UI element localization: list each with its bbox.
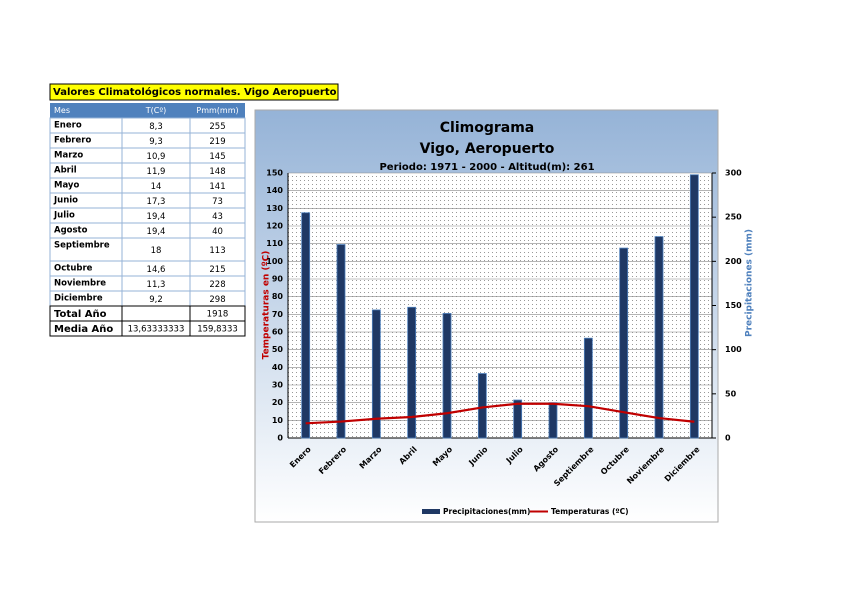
table-cell-text: 17,3	[147, 197, 166, 207]
table-cell-text: 228	[209, 280, 225, 290]
bar	[583, 337, 593, 439]
header-cell: T(Cº)	[145, 106, 166, 115]
bar	[513, 399, 523, 439]
y-tick-label: 0	[277, 434, 283, 443]
y2-tick-label: 200	[725, 257, 742, 266]
bar	[442, 313, 452, 439]
plot-area	[288, 173, 712, 438]
table-cell-text: 298	[209, 295, 225, 305]
y2-tick-label: 100	[725, 345, 742, 354]
table-cell-text: 18	[151, 246, 162, 256]
table-cell-text: Mayo	[54, 181, 79, 191]
table-cell-text: Julio	[53, 211, 75, 221]
y-tick-label: 110	[266, 239, 283, 248]
table-title-box	[49, 83, 339, 101]
table-cell-text: 14	[151, 182, 162, 192]
table-cell-text: Total Año	[54, 309, 107, 320]
legend-swatch	[422, 509, 440, 514]
y-tick-label: 90	[272, 275, 284, 284]
bar	[301, 212, 311, 439]
table-cell-text: Febrero	[54, 136, 91, 146]
line	[305, 402, 695, 425]
table-cell-text: 148	[209, 167, 225, 177]
table-cell-text: 141	[209, 182, 225, 192]
y2-tick-label: 0	[725, 434, 731, 443]
y2-axis-label: Precipitaciones (mm)	[745, 229, 755, 337]
bar	[689, 174, 699, 439]
y-tick-label: 30	[272, 381, 284, 390]
y-tick-label: 40	[272, 363, 284, 372]
y2-tick-label: 150	[725, 301, 742, 310]
chart-subtitle: Vigo, Aeropuerto	[420, 141, 555, 157]
header-row	[50, 103, 245, 118]
y-tick-label: 150	[266, 169, 283, 178]
table-cell-text: 219	[209, 137, 225, 147]
table-cell-text: 255	[209, 122, 225, 132]
table-cell-text: 73	[212, 197, 223, 207]
table-cell-text: Septiembre	[54, 241, 110, 251]
y-tick-label: 60	[272, 328, 284, 337]
table-cell-text: Junio	[53, 196, 78, 206]
header-cell: Pmm(mm)	[196, 106, 238, 115]
y-tick-label: 70	[272, 310, 284, 319]
table-cell-text: 13,63333333	[128, 325, 185, 335]
legend-label: Temperaturas (ºC)	[551, 507, 629, 516]
table-cell-text: 43	[212, 212, 223, 222]
bar	[619, 247, 629, 439]
table-cell-text: Media Año	[54, 324, 113, 335]
table-cell-text: 11,9	[147, 167, 166, 177]
y-tick-label: 100	[266, 257, 283, 266]
y-tick-label: 10	[272, 416, 284, 425]
y2-tick-label: 50	[725, 389, 737, 398]
table-cell-text: 113	[209, 246, 225, 256]
table-cell-text: 8,3	[149, 122, 163, 132]
table-cell-text: 19,4	[147, 212, 166, 222]
table-title: Valores Climatológicos normales. Vigo Ae…	[53, 86, 337, 98]
table-cell-text: 159,8333	[197, 325, 238, 335]
y-tick-label: 130	[266, 204, 283, 213]
bar	[477, 373, 487, 439]
bar	[407, 306, 417, 439]
table-cell-text: 1918	[207, 310, 229, 320]
table-cell-text: Enero	[54, 121, 82, 131]
bar	[654, 236, 664, 439]
bar	[371, 309, 381, 439]
y-tick-label: 140	[266, 186, 283, 195]
table-cell-text: 9,3	[149, 137, 163, 147]
legend-label: Precipitaciones(mm)	[443, 507, 530, 516]
table-cell-text: 10,9	[147, 152, 166, 162]
table-cell-text: Octubre	[54, 264, 93, 274]
table-cell	[189, 320, 246, 337]
header-cell: Mes	[54, 106, 70, 115]
table-cell-text: 11,3	[147, 280, 166, 290]
table-cell-text: Noviembre	[54, 279, 106, 289]
y-tick-label: 80	[272, 292, 284, 301]
table-cell-text: Diciembre	[54, 294, 103, 304]
table-cell-text: Abril	[54, 166, 77, 176]
y-tick-label: 20	[272, 398, 284, 407]
table-cell-text: 19,4	[147, 227, 166, 237]
y-tick-label: 120	[266, 222, 283, 231]
table-cell-text: 14,6	[147, 265, 166, 275]
table-cell-text: 40	[212, 227, 223, 237]
bar	[548, 402, 558, 439]
table-cell-text: 145	[209, 152, 225, 162]
table-cell-text: 215	[209, 265, 225, 275]
table-cell-text: 9,2	[149, 295, 163, 305]
y-axis-label: Temperaturas en (ºC)	[262, 251, 272, 360]
y-tick-label: 50	[272, 345, 284, 354]
bar	[336, 244, 346, 439]
y2-tick-label: 250	[725, 213, 742, 222]
table-cell	[121, 305, 191, 322]
chart-title: Climograma	[440, 120, 535, 136]
table-cell-text: Marzo	[54, 151, 83, 161]
chart-note: Periodo: 1971 - 2000 - Altitud(m): 261	[379, 162, 594, 173]
y2-tick-label: 300	[725, 169, 742, 178]
table-cell-text: Agosto	[54, 226, 88, 236]
